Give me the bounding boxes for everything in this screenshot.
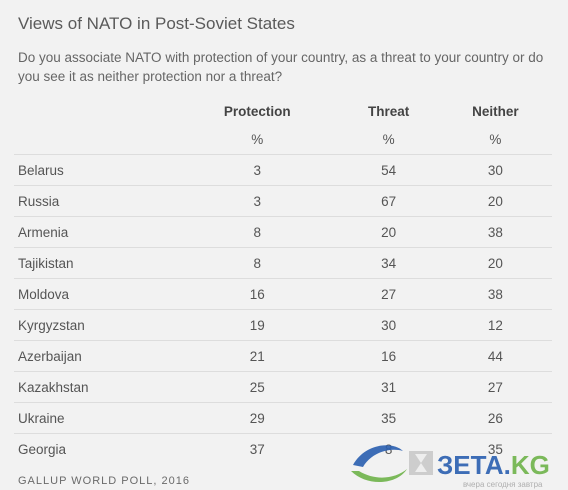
logo-swoosh-blue bbox=[353, 445, 403, 467]
country-cell: Georgia bbox=[18, 441, 67, 457]
logo-tagline: вчера сегодня завтра bbox=[463, 480, 543, 489]
logo-swoosh-green bbox=[351, 469, 407, 483]
unit-cell-protection: % bbox=[176, 125, 339, 155]
value-cell-protection: 19 bbox=[176, 309, 339, 341]
value-cell-protection: 37 bbox=[249, 441, 265, 457]
value-cell-threat: 20 bbox=[338, 216, 439, 248]
value-cell-neither: 35 bbox=[487, 441, 503, 457]
value-cell-neither: 26 bbox=[438, 402, 552, 434]
value-cell-protection: 3 bbox=[176, 185, 339, 217]
value-cell-neither: 12 bbox=[438, 309, 552, 341]
value-cell-protection: 25 bbox=[176, 371, 339, 403]
value-cell-threat: 30 bbox=[338, 309, 439, 341]
unit-cell-neither: % bbox=[438, 125, 552, 155]
source-note: GALLUP WORLD POLL, 2016 bbox=[18, 475, 190, 487]
value-cell-protection: 21 bbox=[176, 340, 339, 372]
country-cell: Ukraine bbox=[14, 402, 176, 434]
value-cell-protection: 8 bbox=[176, 216, 339, 248]
table-row: Tajikistan 8 34 20 bbox=[14, 247, 552, 279]
value-cell-neither: 38 bbox=[438, 216, 552, 248]
country-cell: Tajikistan bbox=[14, 247, 176, 279]
results-table: Protection Threat Neither % % % Belarus 3… bbox=[14, 97, 552, 464]
table-row: Belarus 3 54 30 bbox=[14, 154, 552, 186]
value-cell-neither: 27 bbox=[438, 371, 552, 403]
country-cell: Kazakhstan bbox=[14, 371, 176, 403]
value-cell-protection: 16 bbox=[176, 278, 339, 310]
table-row: Kazakhstan 25 31 27 bbox=[14, 371, 552, 403]
country-column-header bbox=[14, 97, 176, 125]
table-row: Azerbaijan 21 16 44 bbox=[14, 340, 552, 372]
unit-cell-threat: % bbox=[338, 125, 439, 155]
table-row: Moldova 16 27 38 bbox=[14, 278, 552, 310]
logo-hourglass-icon bbox=[415, 454, 427, 472]
country-cell: Armenia bbox=[14, 216, 176, 248]
header-row: Protection Threat Neither bbox=[14, 97, 552, 125]
table-row: Kyrgyzstan 19 30 12 bbox=[14, 309, 552, 341]
country-cell: Moldova bbox=[14, 278, 176, 310]
value-cell-protection: 29 bbox=[176, 402, 339, 434]
chart-title: Views of NATO in Post-Soviet States bbox=[18, 14, 295, 33]
value-cell-neither: 20 bbox=[438, 247, 552, 279]
table-row: Russia 3 67 20 bbox=[14, 185, 552, 217]
country-cell: Russia bbox=[14, 185, 176, 217]
zeta-kg-watermark-logo: ЗЕТА.KG вчера сегодня завтра bbox=[351, 445, 550, 489]
value-cell-neither: 44 bbox=[438, 340, 552, 372]
value-cell-neither: 38 bbox=[438, 278, 552, 310]
country-cell: Azerbaijan bbox=[14, 340, 176, 372]
table-row: Armenia 8 20 38 bbox=[14, 216, 552, 248]
value-cell-threat: 34 bbox=[338, 247, 439, 279]
column-header-neither: Neither bbox=[472, 103, 519, 119]
unit-cell-empty bbox=[14, 125, 176, 155]
value-cell-protection: 8 bbox=[176, 247, 339, 279]
value-cell-threat: 54 bbox=[338, 154, 439, 186]
column-header-threat: Threat bbox=[367, 103, 410, 119]
survey-question: Do you associate NATO with protection of… bbox=[18, 50, 544, 84]
column-header-protection: Protection bbox=[223, 103, 291, 119]
value-cell-threat: 27 bbox=[338, 278, 439, 310]
country-cell: Belarus bbox=[14, 154, 176, 186]
unit-row: % % % bbox=[14, 125, 552, 155]
value-cell-neither: 30 bbox=[438, 154, 552, 186]
table-body: Belarus 3 54 30 Russia 3 67 20 Armenia 8 20 38 Tajik… bbox=[14, 154, 552, 465]
table-row: Ukraine 29 35 26 bbox=[14, 402, 552, 434]
value-cell-threat: 67 bbox=[338, 185, 439, 217]
logo-wordmark: ЗЕТА.KG bbox=[437, 450, 550, 480]
country-cell: Kyrgyzstan bbox=[14, 309, 176, 341]
value-cell-neither: 20 bbox=[438, 185, 552, 217]
value-cell-threat: 16 bbox=[338, 340, 439, 372]
value-cell-threat: 35 bbox=[338, 402, 439, 434]
value-cell-threat: 31 bbox=[338, 371, 439, 403]
table-row: Georgia37835 bbox=[14, 434, 552, 465]
value-cell-protection: 3 bbox=[176, 154, 339, 186]
